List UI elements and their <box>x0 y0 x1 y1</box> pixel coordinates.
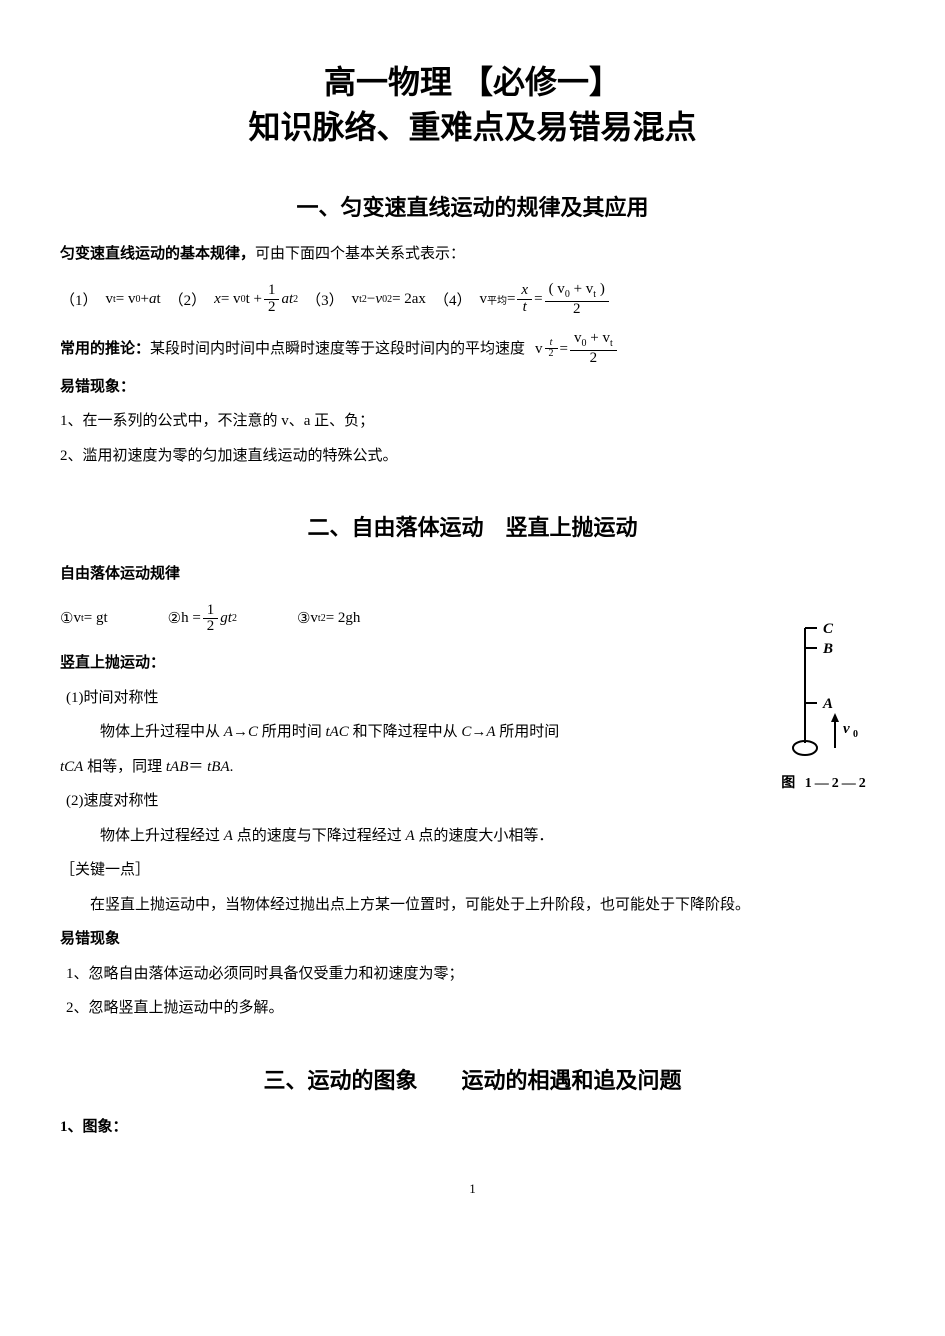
corollary-rest: 某段时间内时间中点瞬时速度等于这段时间内的平均速度 <box>150 341 525 357</box>
main-title: 高一物理 【必修一】 知识脉络、重难点及易错易混点 <box>60 60 885 150</box>
key-head: ［关键一点］ <box>60 856 885 885</box>
formula1-label: （1） <box>60 289 98 310</box>
section1-err1: 1、在一系列的公式中，不注意的 v、a 正、负； <box>60 407 885 436</box>
section2-err1: 1、忽略自由落体运动必须同时具备仅受重力和初速度为零； <box>66 960 885 989</box>
section2-body: 自由落体运动规律 ① vt = gt ② h = 12gt2 ③ vt2 = 2… <box>60 560 885 1023</box>
corollary-formula: vt2 = v0 + vt2 <box>535 331 619 366</box>
document-page: 高一物理 【必修一】 知识脉络、重难点及易错易混点 一、匀变速直线运动的规律及其… <box>0 0 945 1217</box>
section1-err2: 2、滥用初速度为零的匀加速直线运动的特殊公式。 <box>60 442 885 471</box>
section1-formulas: （1） vt = v0 + at （2） x = v0t + 12at2 （3）… <box>60 282 885 317</box>
sym2-body: 物体上升过程经过 A 点的速度与下降过程经过 A 点的速度大小相等． <box>100 822 740 851</box>
section3-heading: 三、运动的图象 运动的相遇和追及问题 <box>60 1063 885 1095</box>
svg-text:C: C <box>823 621 834 637</box>
section2-err2: 2、忽略竖直上抛运动中的多解。 <box>66 994 885 1023</box>
section1-corollary: 常用的推论：某段时间内时间中点瞬时速度等于这段时间内的平均速度 vt2 = v0… <box>60 331 885 366</box>
section1-intro-rest: 可由下面四个基本关系式表示： <box>255 246 465 262</box>
freefall-f3: ③ vt2 = 2gh <box>297 609 360 628</box>
formula4-label: （4） <box>434 289 472 310</box>
section1-err-head: 易错现象： <box>60 373 885 402</box>
section2-sub1: 自由落体运动规律 <box>60 560 885 589</box>
section2-err-head: 易错现象 <box>60 925 885 954</box>
svg-text:A: A <box>822 696 833 712</box>
freefall-f2: ② h = 12gt2 <box>168 603 237 636</box>
formula2: x = v0t + 12at2 <box>214 283 298 316</box>
title-line1: 高一物理 【必修一】 <box>60 60 885 105</box>
svg-text:v: v <box>843 721 850 737</box>
section2-heading: 二、自由落体运动 竖直上抛运动 <box>60 510 885 542</box>
page-number: 1 <box>60 1181 885 1197</box>
key-body: 在竖直上抛运动中，当物体经过抛出点上方某一位置时，可能处于上升阶段，也可能处于下… <box>60 891 885 920</box>
sym1-body1: 物体上升过程中从 A→C 所用时间 tAC 和下降过程中从 C→A 所用时间 <box>100 718 740 747</box>
section1-heading: 一、匀变速直线运动的规律及其应用 <box>60 190 885 222</box>
section1-intro-bold: 匀变速直线运动的基本规律， <box>60 246 255 262</box>
freefall-f1: ① vt = gt <box>60 609 108 628</box>
formula3-label: （3） <box>306 289 344 310</box>
formula3: vt2 − v02 = 2ax <box>352 291 426 308</box>
title-line2: 知识脉络、重难点及易错易混点 <box>60 105 885 150</box>
section1-intro: 匀变速直线运动的基本规律，可由下面四个基本关系式表示： <box>60 240 885 269</box>
section3-sub1: 1、图象： <box>60 1113 885 1142</box>
diagram-svg: C B A v 0 <box>765 618 885 768</box>
formula4: v平均 = xt = ( v0 + vt )2 <box>479 282 610 317</box>
formula1: vt = v0 + at <box>106 291 161 308</box>
svg-text:B: B <box>822 641 833 657</box>
figure-1-2-2: C B A v 0 图 1—2—2 <box>755 618 895 792</box>
formula2-label: （2） <box>169 289 207 310</box>
figure-caption: 图 1—2—2 <box>755 772 895 792</box>
svg-text:0: 0 <box>853 729 858 740</box>
corollary-bold: 常用的推论： <box>60 341 150 357</box>
